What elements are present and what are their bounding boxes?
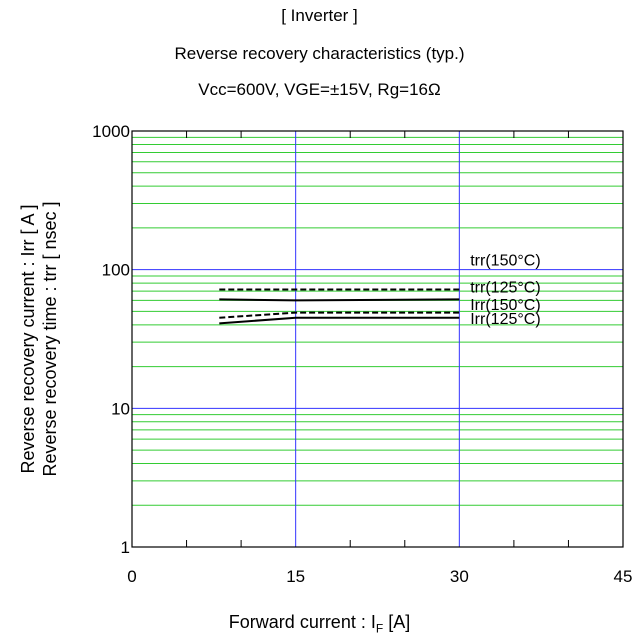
chart-title-line2: Reverse recovery characteristics (typ.)	[174, 44, 465, 63]
x-tick-label: 15	[286, 567, 305, 586]
y-tick-label: 1000	[92, 122, 130, 141]
x-tick-label: 30	[450, 567, 469, 586]
x-tick-label: 0	[127, 567, 136, 586]
x-tick-label: 45	[614, 567, 633, 586]
y-tick-label: 1	[121, 538, 130, 557]
y-tick-label: 10	[111, 399, 130, 418]
y-axis-label-current: Reverse recovery current : Irr [ A ]	[18, 204, 38, 473]
y-tick-label: 100	[102, 261, 130, 280]
series-annotation: trr(125°C)	[470, 280, 540, 297]
series-annotation: Irr(125°C)	[470, 311, 540, 328]
x-axis-label: Forward current : IF [A]	[228, 612, 411, 636]
series-annotation: trr(150°C)	[470, 253, 540, 270]
chart-title-line3: Vcc=600V, VGE=±15V, Rg=16Ω	[198, 80, 441, 99]
series-line-3	[219, 311, 460, 319]
series-annotation: Irr(150°C)	[470, 297, 540, 314]
series-line-2	[219, 298, 460, 302]
y-axis-label-time: Reverse recovery time : trr [ nsec ]	[40, 201, 60, 476]
series-line-4	[219, 316, 460, 325]
chart-title-line1: [ Inverter ]	[281, 6, 358, 25]
plot-frame	[131, 130, 624, 548]
